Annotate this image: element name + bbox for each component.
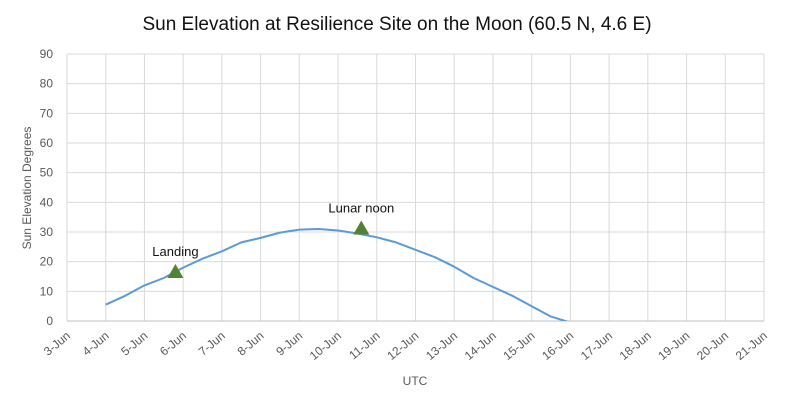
x-tick-label: 10-Jun <box>307 329 344 363</box>
x-axis-label: UTC <box>403 374 428 388</box>
y-axis-label: Sun Elevation Degrees <box>20 127 34 250</box>
x-tick-label: 12-Jun <box>384 329 421 363</box>
y-tick-label: 30 <box>40 225 54 239</box>
x-tick-label: 8-Jun <box>235 329 267 359</box>
y-tick-label: 0 <box>46 314 53 328</box>
x-tick-label: 3-Jun <box>41 329 73 359</box>
y-tick-label: 60 <box>40 136 54 150</box>
triangle-marker <box>167 264 184 279</box>
y-tick-label: 20 <box>40 255 54 269</box>
x-tick-label: 5-Jun <box>118 329 150 359</box>
y-axis-ticks: 0 10 20 30 40 50 60 70 80 90 <box>40 47 54 328</box>
y-tick-label: 40 <box>40 195 54 209</box>
x-tick-label: 13-Jun <box>423 329 460 363</box>
x-tick-label: 19-Jun <box>655 329 692 363</box>
annotation-label: Lunar noon <box>328 200 394 215</box>
x-tick-label: 17-Jun <box>578 329 615 363</box>
series-layer <box>105 228 569 321</box>
x-tick-label: 7-Jun <box>196 329 228 359</box>
chart-title: Sun Elevation at Resilience Site on the … <box>142 14 651 35</box>
y-tick-label: 10 <box>40 284 54 298</box>
x-axis-ticks: 3-Jun 4-Jun 5-Jun 6-Jun 7-Jun 8-Jun 9-Jun 10-Ju… <box>41 329 770 363</box>
x-tick-label: 14-Jun <box>462 329 499 363</box>
sun-elevation-line <box>105 228 569 321</box>
x-tick-label: 21-Jun <box>733 329 770 363</box>
triangle-marker <box>353 220 370 235</box>
y-tick-label: 50 <box>40 166 54 180</box>
x-tick-label: 16-Jun <box>539 329 576 363</box>
y-tick-label: 70 <box>40 106 54 120</box>
gridlines <box>66 53 765 322</box>
x-tick-label: 20-Jun <box>694 329 731 363</box>
annotation-label: Landing <box>152 244 198 259</box>
y-tick-label: 80 <box>40 77 54 91</box>
x-tick-label: 15-Jun <box>500 329 537 363</box>
x-tick-label: 6-Jun <box>157 329 189 359</box>
x-tick-label: 18-Jun <box>617 329 654 363</box>
x-tick-label: 9-Jun <box>273 329 305 359</box>
x-tick-label: 4-Jun <box>80 329 112 359</box>
x-tick-label: 11-Jun <box>346 329 382 363</box>
y-tick-label: 90 <box>40 47 54 61</box>
annotations-layer: Landing Lunar noon <box>152 200 394 279</box>
